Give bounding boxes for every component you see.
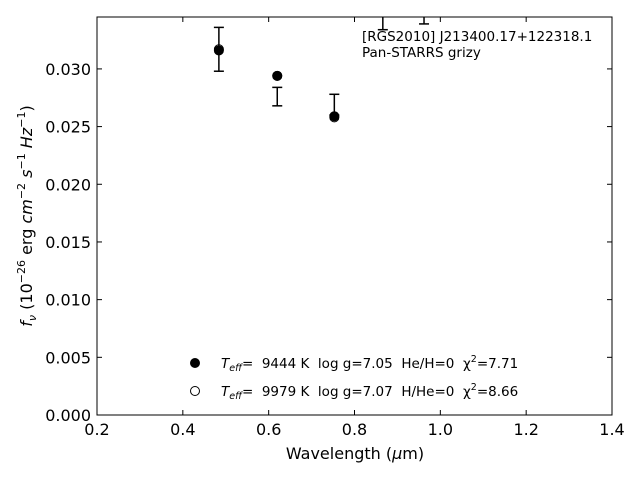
legend-entry-1: Teff= 9444 K log g=7.05 He/H=0 χ2=7.71 <box>221 354 518 374</box>
y-tick-label: 0.025 <box>45 118 91 137</box>
x-tick-label: 1.4 <box>599 420 624 439</box>
model-point-open <box>272 70 283 81</box>
x-tick-label: 0.8 <box>342 420 367 439</box>
model-point-open <box>329 112 340 123</box>
y-tick-label: 0.005 <box>45 348 91 367</box>
observed-errorbar <box>419 17 430 25</box>
x-tick-label: 1.0 <box>428 420 453 439</box>
y-tick-label: 0.000 <box>45 406 91 425</box>
x-tick-label: 0.6 <box>256 420 281 439</box>
plot-frame <box>96 16 613 416</box>
x-axis-ticks: 0.2 0.4 0.6 0.8 1.0 1.2 1.4 <box>84 17 625 439</box>
annotation-line-2: Pan-STARRS grizy <box>362 45 481 61</box>
model-point-open <box>213 44 224 55</box>
observed-errorbar <box>272 86 283 107</box>
x-tick-label: 0.2 <box>84 420 109 439</box>
y-axis-label: fν (10−26 erg cm−2 s−1 Hz−1) <box>15 105 39 326</box>
x-axis-label: Wavelength (μm) <box>286 444 424 463</box>
y-tick-label: 0.030 <box>45 60 91 79</box>
model-points <box>213 44 340 123</box>
y-axis-ticks: 0.000 0.005 0.010 0.015 0.020 0.025 0.030 <box>45 60 612 425</box>
x-tick-label: 1.2 <box>513 420 538 439</box>
y-tick-label: 0.010 <box>45 291 91 310</box>
y-tick-label: 0.020 <box>45 175 91 194</box>
y-tick-label: 0.015 <box>45 233 91 252</box>
observed-errorbar <box>377 17 388 31</box>
annotation-line-1: [RGS2010] J213400.17+122318.1 <box>362 29 592 45</box>
legend-marker-open <box>190 386 200 396</box>
x-tick-label: 0.4 <box>170 420 195 439</box>
legend-entry-2: Teff= 9979 K log g=7.07 H/He=0 χ2=8.66 <box>221 382 518 402</box>
plot-area <box>97 17 612 415</box>
legend: Teff= 9444 K log g=7.05 He/H=0 χ2=7.71 T… <box>190 354 518 402</box>
legend-marker-filled <box>190 358 200 368</box>
